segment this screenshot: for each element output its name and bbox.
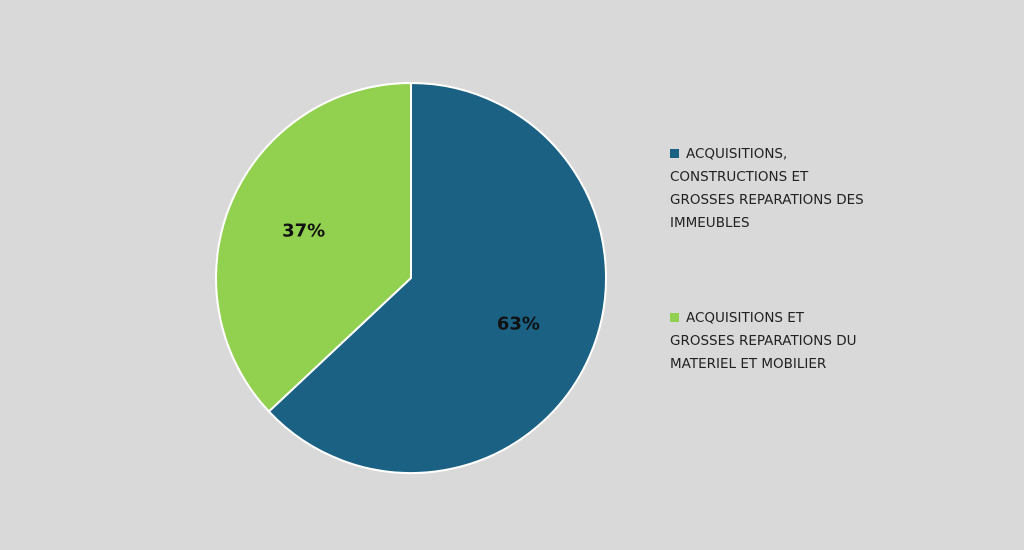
legend-swatch — [670, 149, 679, 158]
legend-label: ACQUISITIONS ET GROSSES REPARATIONS DU M… — [670, 310, 857, 372]
legend-swatch — [670, 313, 679, 322]
legend-item: ACQUISITIONS ET GROSSES REPARATIONS DU M… — [670, 307, 870, 376]
pie-slice — [215, 81, 412, 413]
legend-label: ACQUISITIONS, CONSTRUCTIONS ET GROSSES R… — [670, 146, 864, 231]
data-label: 63% — [497, 313, 540, 334]
pie-slice — [267, 81, 607, 474]
legend-item: ACQUISITIONS, CONSTRUCTIONS ET GROSSES R… — [670, 143, 870, 235]
data-label: 37% — [282, 221, 325, 242]
